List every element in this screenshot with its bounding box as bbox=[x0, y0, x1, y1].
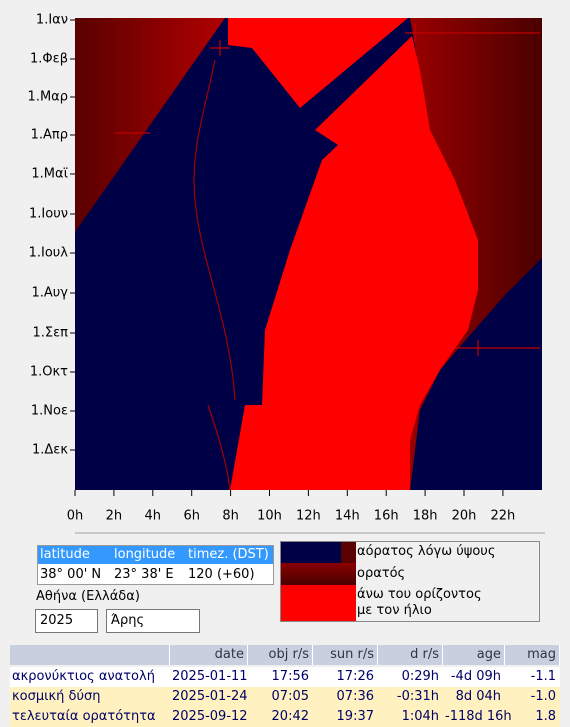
month-label: 1.Οκτ bbox=[30, 365, 68, 380]
sun-region bbox=[228, 18, 408, 108]
hour-label: 12h bbox=[296, 509, 321, 524]
event-markers bbox=[115, 24, 540, 356]
header-divider bbox=[169, 645, 170, 665]
hour-label: 6h bbox=[183, 509, 200, 524]
event-cell: 1.8 bbox=[535, 709, 556, 724]
legend-label: αόρατος λόγω ύψους bbox=[357, 544, 496, 559]
header-divider bbox=[442, 645, 443, 665]
event-cell: -1.0 bbox=[530, 689, 556, 704]
value-cell: 120 (+60) bbox=[188, 567, 255, 582]
month-label: 1.Ιουλ bbox=[29, 246, 69, 261]
header-divider bbox=[312, 645, 313, 665]
header-cell: date bbox=[214, 647, 244, 662]
event-cell: 0:29h bbox=[401, 669, 439, 684]
header-divider bbox=[247, 645, 248, 665]
events-table: date obj r/s sun r/s d r/s age mag ακρονύκτιος… bbox=[10, 645, 560, 727]
location-header-row bbox=[38, 546, 273, 564]
month-label: 1.Φεβ bbox=[30, 52, 68, 67]
legend-swatch bbox=[281, 585, 356, 621]
event-cell: 8d 04h bbox=[455, 689, 501, 704]
event-cell: 17:56 bbox=[271, 669, 309, 684]
event-row bbox=[10, 687, 560, 707]
header-cell: longitude bbox=[114, 547, 176, 562]
visibility-curve bbox=[193, 59, 236, 491]
header-row bbox=[10, 645, 560, 665]
event-cell: -0:31h bbox=[396, 689, 439, 704]
event-cell: κοσμική δύση bbox=[12, 689, 101, 704]
event-cell: τελευταία ορατότητα bbox=[12, 709, 156, 724]
legend-label: ορατός bbox=[357, 566, 406, 581]
year-input[interactable]: 2025 bbox=[35, 609, 98, 633]
event-cell: ακρονύκτιος ανατολή bbox=[12, 669, 155, 684]
hour-label: 18h bbox=[413, 509, 438, 524]
month-label: 1.Ιουν bbox=[29, 207, 68, 222]
event-cell: 07:36 bbox=[336, 689, 374, 704]
event-cell: 07:05 bbox=[271, 689, 309, 704]
month-label: 1.Σεπ bbox=[33, 326, 69, 341]
header-cell: age bbox=[476, 647, 501, 662]
legend-label: άνω του ορίζοντος bbox=[357, 587, 482, 602]
header-cell: latitude bbox=[40, 547, 90, 562]
event-cell: 20:42 bbox=[271, 709, 309, 724]
event-row bbox=[10, 707, 560, 727]
location-table: latitude longitude timez. (DST) 38° 00' … bbox=[37, 545, 274, 585]
legend: αόρατος λόγω ύψους ορατός άνω του ορίζον… bbox=[280, 541, 540, 622]
legend-swatch bbox=[281, 563, 356, 585]
hour-label: 10h bbox=[257, 509, 282, 524]
month-label: 1.Απρ bbox=[31, 128, 68, 143]
month-label: 1.Νοε bbox=[31, 404, 68, 419]
event-row bbox=[10, 667, 560, 687]
sun-region bbox=[230, 36, 478, 490]
event-cell: -1.1 bbox=[530, 669, 556, 684]
hour-label: 16h bbox=[374, 509, 399, 524]
header-divider bbox=[504, 645, 505, 665]
event-cell: 2025-01-24 bbox=[172, 689, 248, 704]
header-divider bbox=[377, 645, 378, 665]
header-cell: timez. (DST) bbox=[188, 547, 269, 562]
value-cell: 23° 38' E bbox=[114, 567, 174, 582]
header-divider bbox=[559, 645, 560, 665]
hour-label: 0h bbox=[67, 509, 84, 524]
event-cell: 19:37 bbox=[336, 709, 374, 724]
hour-label: 20h bbox=[452, 509, 477, 524]
event-cell: 17:26 bbox=[336, 669, 374, 684]
visible-region bbox=[75, 18, 225, 232]
visibility-chart: 1.Ιαν 1.Φεβ 1.Μαρ 1.Απρ 1.Μαϊ 1.Ιουν 1.Ιουλ 1.Α… bbox=[28, 13, 545, 534]
header-cell: obj r/s bbox=[268, 647, 309, 662]
event-cell: -4d 09h bbox=[450, 669, 501, 684]
month-label: 1.Ιαν bbox=[36, 13, 68, 28]
legend-label: με τον ήλιο bbox=[357, 603, 432, 618]
value-cell: 38° 00' N bbox=[40, 567, 102, 582]
hour-label: 2h bbox=[106, 509, 123, 524]
place-name: Αθήνα (Ελλάδα) bbox=[36, 589, 140, 604]
month-label: 1.Μαρ bbox=[28, 90, 68, 105]
hour-label: 14h bbox=[335, 509, 360, 524]
header-cell: sun r/s bbox=[330, 647, 374, 662]
month-label: 1.Μαϊ bbox=[31, 167, 68, 182]
hour-label: 4h bbox=[145, 509, 162, 524]
event-cell: 1:04h bbox=[401, 709, 439, 724]
header-cell: mag bbox=[527, 647, 556, 662]
event-cell: 2025-09-12 bbox=[172, 709, 248, 724]
hour-label: 8h bbox=[222, 509, 239, 524]
month-label: 1.Αυγ bbox=[31, 286, 68, 301]
event-cell: 2025-01-11 bbox=[172, 669, 248, 684]
legend-swatch bbox=[281, 542, 356, 563]
hour-label: 22h bbox=[491, 509, 516, 524]
event-cell: -118d 16h bbox=[445, 709, 512, 724]
object-input[interactable]: Άρης bbox=[106, 609, 200, 633]
header-cell: d r/s bbox=[410, 647, 439, 662]
month-label: 1.Δεκ bbox=[32, 443, 68, 458]
